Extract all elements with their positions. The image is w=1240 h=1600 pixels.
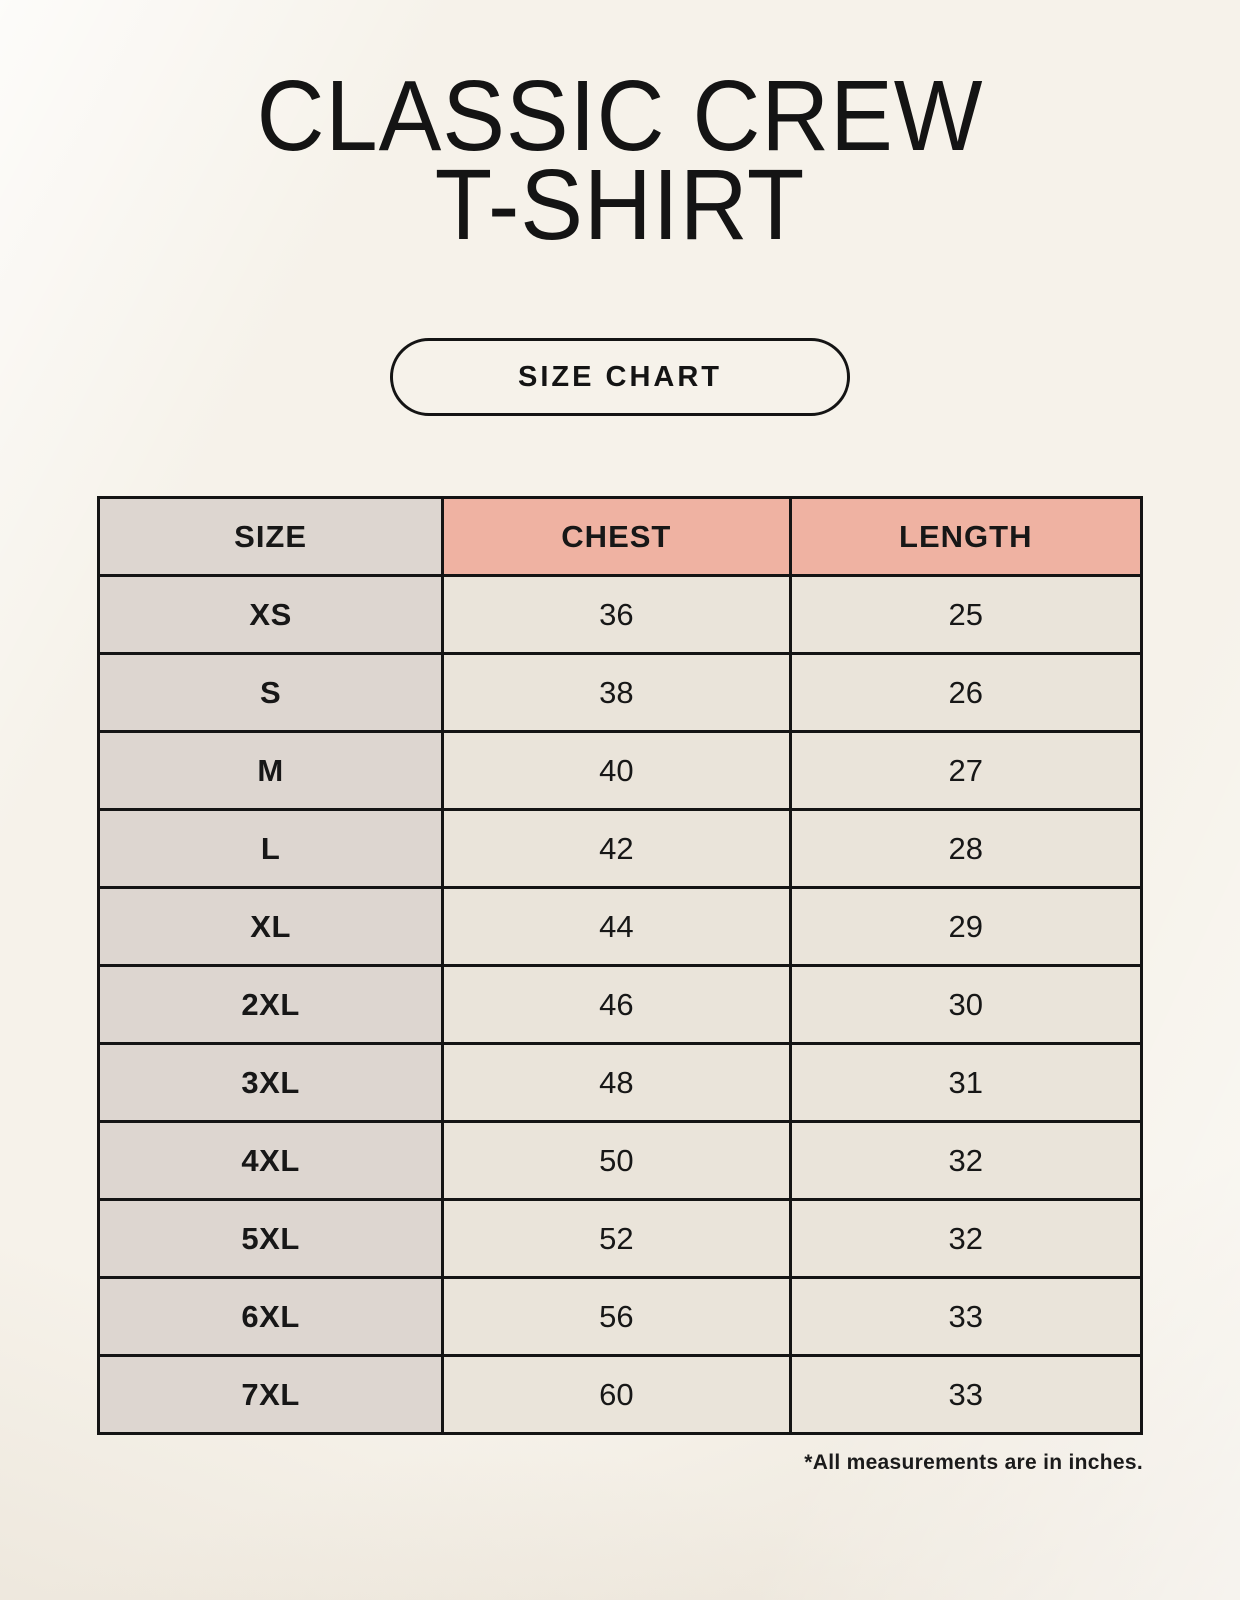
size-cell: M (96, 730, 445, 811)
size-cell: 5XL (96, 1198, 445, 1279)
length-cell: 32 (788, 1198, 1143, 1279)
page-title-line2: T-SHIRT (434, 149, 806, 261)
chest-cell: 48 (441, 1042, 792, 1123)
size-cell: 7XL (96, 1354, 445, 1435)
table-row: XS 36 25 (96, 574, 1143, 655)
table-row: M 40 27 (96, 730, 1143, 811)
table-row: 7XL 60 33 (96, 1354, 1143, 1435)
length-cell: 32 (788, 1120, 1143, 1201)
length-cell: 26 (788, 652, 1143, 733)
header-row: SIZE CHEST LENGTH (96, 496, 1143, 577)
chest-cell: 56 (441, 1276, 792, 1357)
column-header-chest: CHEST (441, 496, 792, 577)
size-cell: XL (96, 886, 445, 967)
length-cell: 29 (788, 886, 1143, 967)
table-row: XL 44 29 (96, 886, 1143, 967)
table-row: L 42 28 (96, 808, 1143, 889)
page-title-line1: CLASSIC CREW (256, 60, 984, 172)
column-header-length: LENGTH (788, 496, 1143, 577)
length-cell: 30 (788, 964, 1143, 1045)
size-cell: 6XL (96, 1276, 445, 1357)
length-cell: 31 (788, 1042, 1143, 1123)
page-title: CLASSIC CREW T-SHIRT (37, 66, 1203, 255)
chest-cell: 50 (441, 1120, 792, 1201)
chest-cell: 46 (441, 964, 792, 1045)
table-row: S 38 26 (96, 652, 1143, 733)
size-cell: S (96, 652, 445, 733)
table-row: 2XL 46 30 (96, 964, 1143, 1045)
size-table: SIZE CHEST LENGTH XS 36 25 S 38 26 M 40 27 L 42 28 X… (96, 496, 1143, 1435)
column-header-size: SIZE (96, 496, 445, 577)
size-table-header: SIZE CHEST LENGTH (96, 496, 1143, 577)
size-cell: 4XL (96, 1120, 445, 1201)
chest-cell: 38 (441, 652, 792, 733)
size-cell: XS (96, 574, 445, 655)
size-table-body: XS 36 25 S 38 26 M 40 27 L 42 28 XL 44 29 2XL 46 30 3XL 48 3… (96, 574, 1143, 1435)
size-chart-button-label: SIZE CHART (518, 360, 722, 393)
length-cell: 33 (788, 1276, 1143, 1357)
size-cell: 3XL (96, 1042, 445, 1123)
length-cell: 28 (788, 808, 1143, 889)
size-cell: L (96, 808, 445, 889)
table-row: 6XL 56 33 (96, 1276, 1143, 1357)
measurements-footnote: *All measurements are in inches. (804, 1451, 1143, 1474)
chest-cell: 60 (441, 1354, 792, 1435)
chest-cell: 42 (441, 808, 792, 889)
chest-cell: 52 (441, 1198, 792, 1279)
chest-cell: 40 (441, 730, 792, 811)
length-cell: 25 (788, 574, 1143, 655)
table-row: 5XL 52 32 (96, 1198, 1143, 1279)
size-cell: 2XL (96, 964, 445, 1045)
size-chart-button[interactable]: SIZE CHART (390, 338, 850, 416)
chest-cell: 36 (441, 574, 792, 655)
length-cell: 27 (788, 730, 1143, 811)
length-cell: 33 (788, 1354, 1143, 1435)
table-row: 3XL 48 31 (96, 1042, 1143, 1123)
table-row: 4XL 50 32 (96, 1120, 1143, 1201)
chest-cell: 44 (441, 886, 792, 967)
